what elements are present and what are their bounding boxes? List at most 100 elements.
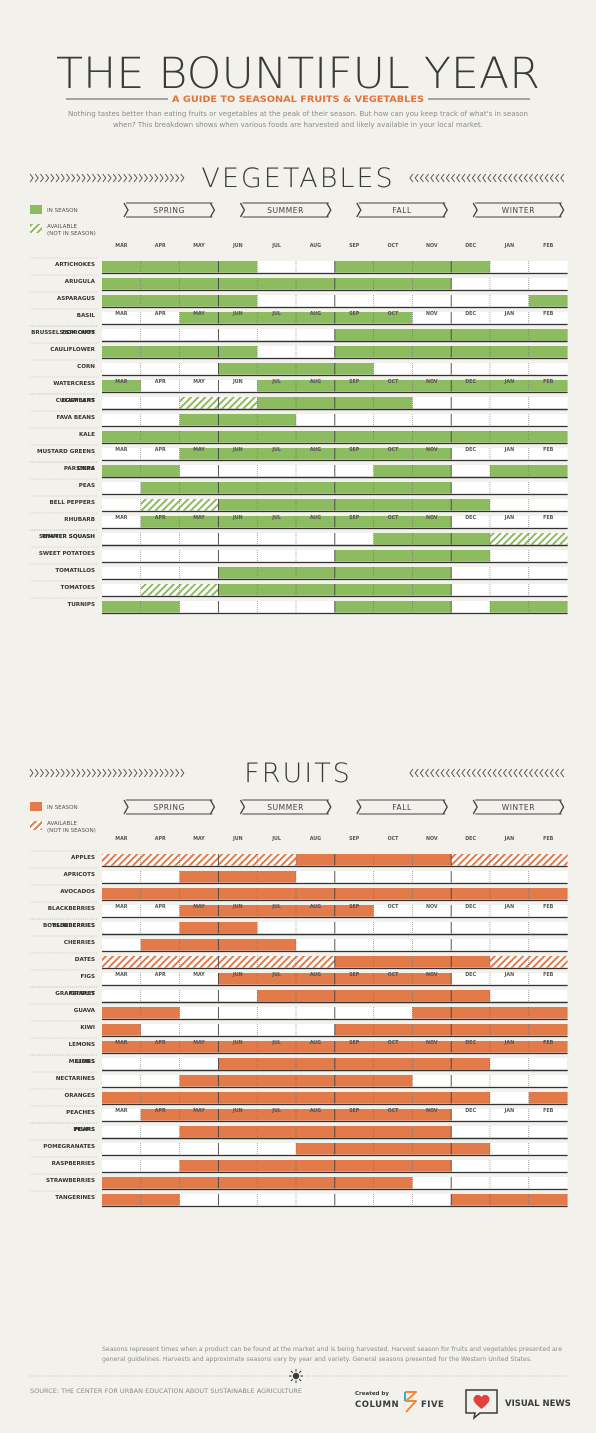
table-row: SWEET POTATOES [30,546,568,564]
cell-in-season [179,1126,219,1138]
month-label: FEB [543,243,554,249]
month-header-row: MAR APR MAY JUN JUL AUG SEP OCT NOV DEC JAN FEB [115,311,553,317]
row-label: CORN [77,364,95,370]
cell-in-season [528,1041,568,1053]
cell-in-season [490,1041,529,1053]
cell-in-season [412,1007,452,1019]
cell-in-season [490,380,529,392]
cell-in-season [334,1075,374,1087]
cell-in-season [334,550,374,562]
cell-in-season [334,956,374,968]
cell-in-season [218,346,258,358]
cell-in-season [412,854,452,866]
table-row: GUAVA [30,1003,568,1021]
footnote-line2: general guidelines. Harvests and approxi… [102,1356,532,1363]
cell-in-season [296,854,335,866]
cell-in-season [451,1194,490,1206]
cell-in-season [451,346,490,358]
cell-in-season [218,1160,258,1172]
month-label: FEB [543,447,554,453]
cell-in-season [334,516,374,528]
cell-in-season [296,1058,335,1070]
cell-in-season [451,1007,490,1019]
table-row: BLACKBERRIES [30,901,568,919]
month-label: MAR [115,243,127,249]
row-label: BLUEBERRIES [52,923,95,929]
month-label: MAR [115,904,127,910]
month-label: NOV [426,836,438,842]
legend-swatch-available [30,821,42,830]
month-label: APR [155,243,166,249]
table-row: CAULIFLOWER [30,342,568,360]
cell-in-season [296,990,335,1002]
row-label: GRAPEFRUIT [55,991,95,997]
row-label: NECTARINES [56,1076,95,1082]
row-label: LEMONS [69,1042,95,1048]
season-label-summer: SUMMER [239,202,332,218]
month-label: DEC [465,311,476,317]
month-label: AUG [310,972,321,978]
cell-in-season [257,990,296,1002]
cell-in-season [412,329,452,341]
cell-in-season [451,380,490,392]
cell-in-season [334,1143,374,1155]
cell-in-season [412,1024,452,1036]
table-row: PLUMS [30,1122,568,1140]
month-label: AUG [310,836,321,842]
month-label: NOV [426,515,438,521]
section-fruits: FRUITS IN SEASON AVAILABLE(NOT IN SEASON) S… [29,758,568,1208]
cell-in-season [373,533,413,545]
row-label: ARTICHOKES [55,262,95,268]
cell-in-season [373,431,413,443]
cell-in-season [102,1007,141,1019]
cell-in-season [257,567,296,579]
month-label: JAN [504,311,515,317]
cell-in-season [412,888,452,900]
month-label: APR [155,1108,166,1114]
cell-in-season [451,431,490,443]
cell-in-season [412,601,452,613]
cell-in-season [179,261,219,273]
month-label: FEB [543,1040,554,1046]
cell-in-season [257,397,296,409]
cell-in-season [373,990,413,1002]
month-label: SEP [349,243,360,249]
month-label: SEP [349,379,360,385]
cell-in-season [296,1160,335,1172]
cell-in-season [373,1041,413,1053]
cell-in-season [140,482,180,494]
month-label: AUG [310,515,321,521]
month-label: MAY [193,447,205,453]
month-label: FEB [543,515,554,521]
month-label: OCT [388,311,400,317]
month-label: JUL [271,447,281,453]
cell-in-season [412,1160,452,1172]
month-label: DEC [465,1040,476,1046]
cell-in-season [334,1092,374,1104]
table-row: FAVA BEANS [30,410,568,428]
month-label: APR [155,1040,166,1046]
cell-in-season [412,990,452,1002]
cell-in-season [334,1126,374,1138]
cell-in-season [451,1041,490,1053]
row-label: KALE [79,432,95,438]
row-label: TOMATOES [61,585,95,591]
cell-in-season [257,414,296,426]
month-label: OCT [388,836,400,842]
cell-in-season [412,1126,452,1138]
month-header-row: MAR APR MAY JUN JUL AUG SEP OCT NOV DEC JAN FEB [115,904,553,910]
row-label: LIMES [76,1059,95,1065]
month-label: AUG [310,243,321,249]
cell-in-season [257,1058,296,1070]
table-row: ORANGES [30,1088,568,1106]
table-row: PARSNIPS [30,461,568,479]
cell-available [218,956,258,968]
month-label: MAY [193,243,205,249]
cell-in-season [490,329,529,341]
cell-in-season [451,261,490,273]
cell-in-season [102,1194,141,1206]
row-label: KIWI [80,1025,95,1031]
month-label: DEC [465,447,476,453]
